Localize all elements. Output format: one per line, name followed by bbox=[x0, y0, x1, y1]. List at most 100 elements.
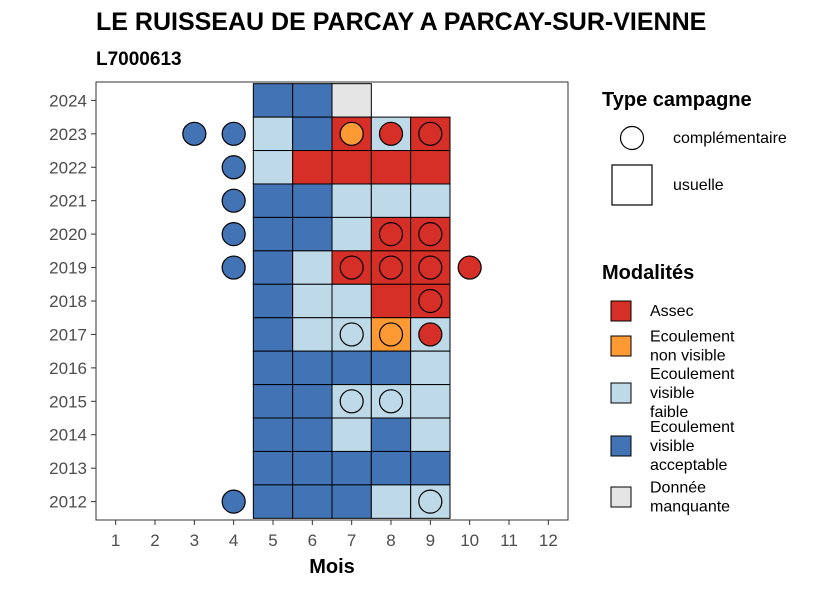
tile-2024-7 bbox=[331, 83, 372, 118]
tile-2013-7 bbox=[331, 450, 372, 486]
tile-2018-5 bbox=[252, 283, 294, 319]
tile-2014-6 bbox=[292, 417, 333, 452]
point-2019-4 bbox=[221, 255, 246, 280]
x-tick-label-1: 1 bbox=[111, 531, 120, 550]
point-2018-9 bbox=[418, 288, 443, 314]
point-2015-8 bbox=[378, 389, 404, 414]
y-tick-label-2021: 2021 bbox=[49, 192, 87, 211]
tile-2014-5 bbox=[252, 417, 294, 452]
tile-2019-6 bbox=[292, 250, 333, 285]
x-tick-label-4: 4 bbox=[229, 531, 238, 550]
point-2020-8 bbox=[378, 222, 404, 247]
tile-2014-8 bbox=[370, 417, 412, 452]
point-2020-9 bbox=[418, 222, 443, 247]
tile-2018-8 bbox=[370, 283, 412, 319]
x-tick-label-9: 9 bbox=[426, 531, 435, 550]
point-2017-8 bbox=[378, 322, 404, 347]
tile-2023-5 bbox=[252, 116, 294, 152]
tile-2019-5 bbox=[252, 250, 294, 285]
y-tick-label-2019: 2019 bbox=[49, 259, 87, 278]
tile-2016-9 bbox=[410, 350, 451, 386]
tile-2015-6 bbox=[292, 384, 333, 419]
point-2023-9 bbox=[418, 121, 443, 146]
point-2020-4 bbox=[221, 222, 246, 247]
tile-2024-6 bbox=[292, 83, 333, 118]
tile-2024-5 bbox=[252, 83, 294, 118]
y-tick-label-2018: 2018 bbox=[49, 292, 87, 311]
y-tick-label-2024: 2024 bbox=[49, 91, 87, 110]
y-tick-label-2014: 2014 bbox=[49, 426, 87, 445]
legend-label-manquante: Donnée manquante bbox=[650, 480, 730, 516]
point-2012-4 bbox=[221, 489, 246, 514]
point-2023-3 bbox=[182, 121, 207, 146]
x-tick-label-12: 12 bbox=[539, 531, 558, 550]
points-layer bbox=[182, 121, 482, 514]
tile-2017-5 bbox=[252, 317, 294, 352]
point-2023-8 bbox=[378, 121, 404, 146]
tile-2016-6 bbox=[292, 350, 333, 386]
y-tick-label-2013: 2013 bbox=[49, 459, 87, 478]
tile-2021-6 bbox=[292, 183, 333, 218]
tile-2018-6 bbox=[292, 283, 333, 319]
tile-2013-9 bbox=[410, 450, 451, 486]
point-2019-10 bbox=[457, 255, 482, 280]
tile-2012-6 bbox=[292, 484, 333, 519]
y-tick-label-2016: 2016 bbox=[49, 359, 87, 378]
y-tick-label-2012: 2012 bbox=[49, 493, 87, 512]
legend-label-nonvisible: Ecoulement non visible bbox=[650, 329, 735, 365]
legend-label-faible: Ecoulement visible faible bbox=[650, 366, 735, 421]
y-tick-label-2020: 2020 bbox=[49, 225, 87, 244]
tile-2015-5 bbox=[252, 384, 294, 419]
tile-2021-8 bbox=[370, 183, 412, 218]
x-tick-label-6: 6 bbox=[308, 531, 317, 550]
legend-label-acceptable: Ecoulement visible acceptable bbox=[650, 419, 735, 474]
legend-label-usuelle: usuelle bbox=[673, 177, 724, 194]
y-axis: 2012 2013 2014 2015 2016 2017 2018 2019 2020 2021… bbox=[49, 91, 96, 512]
tile-2017-6 bbox=[292, 317, 333, 352]
point-2023-4 bbox=[221, 121, 246, 146]
tile-2013-5 bbox=[252, 450, 294, 486]
chart-title: LE RUISSEAU DE PARCAY A PARCAY-SUR-VIENN… bbox=[96, 8, 706, 36]
chart-subtitle: L7000613 bbox=[96, 49, 182, 70]
y-tick-label-2023: 2023 bbox=[49, 125, 87, 144]
tile-2021-5 bbox=[252, 183, 294, 218]
legend-label-complementaire: complémentaire bbox=[673, 130, 787, 147]
point-2022-4 bbox=[221, 155, 246, 180]
y-tick-label-2017: 2017 bbox=[49, 325, 87, 344]
legend: Type campagne complémentaire usuelle Modali… bbox=[602, 89, 787, 516]
tile-2022-7 bbox=[331, 150, 372, 185]
point-2019-8 bbox=[378, 255, 404, 280]
x-tick-label-2: 2 bbox=[150, 531, 159, 550]
x-tick-label-11: 11 bbox=[500, 531, 518, 550]
x-tick-label-10: 10 bbox=[460, 531, 479, 550]
point-2023-7 bbox=[339, 121, 364, 146]
tile-2012-7 bbox=[331, 484, 372, 519]
tile-2020-7 bbox=[331, 216, 372, 252]
x-tick-label-5: 5 bbox=[268, 531, 277, 550]
x-axis: 1 2 3 4 5 6 7 8 9 10 11 12 bbox=[111, 520, 558, 550]
legend-swatch-acceptable bbox=[610, 435, 632, 457]
tile-2016-7 bbox=[331, 350, 372, 386]
tile-2013-6 bbox=[292, 450, 333, 486]
tile-2020-5 bbox=[252, 216, 294, 252]
legend-swatch-manquante bbox=[610, 486, 632, 508]
y-tick-label-2015: 2015 bbox=[49, 392, 87, 411]
x-tick-label-8: 8 bbox=[386, 531, 395, 550]
y-tick-label-2022: 2022 bbox=[49, 158, 87, 177]
point-2012-9 bbox=[418, 489, 443, 514]
point-2019-7 bbox=[339, 255, 364, 280]
legend-title-type: Type campagne bbox=[602, 89, 752, 111]
tile-2014-9 bbox=[410, 417, 451, 452]
tile-2012-8 bbox=[370, 484, 412, 519]
tile-2022-8 bbox=[370, 150, 412, 185]
legend-key-complementaire bbox=[619, 125, 645, 151]
x-tick-label-7: 7 bbox=[347, 531, 356, 550]
point-2017-7 bbox=[339, 322, 364, 347]
legend-swatch-nonvisible bbox=[610, 335, 632, 357]
point-2021-4 bbox=[221, 188, 246, 213]
tile-2022-6 bbox=[292, 150, 333, 185]
legend-swatch-faible bbox=[610, 382, 632, 404]
x-tick-label-3: 3 bbox=[190, 531, 199, 550]
tile-2012-5 bbox=[252, 484, 294, 519]
